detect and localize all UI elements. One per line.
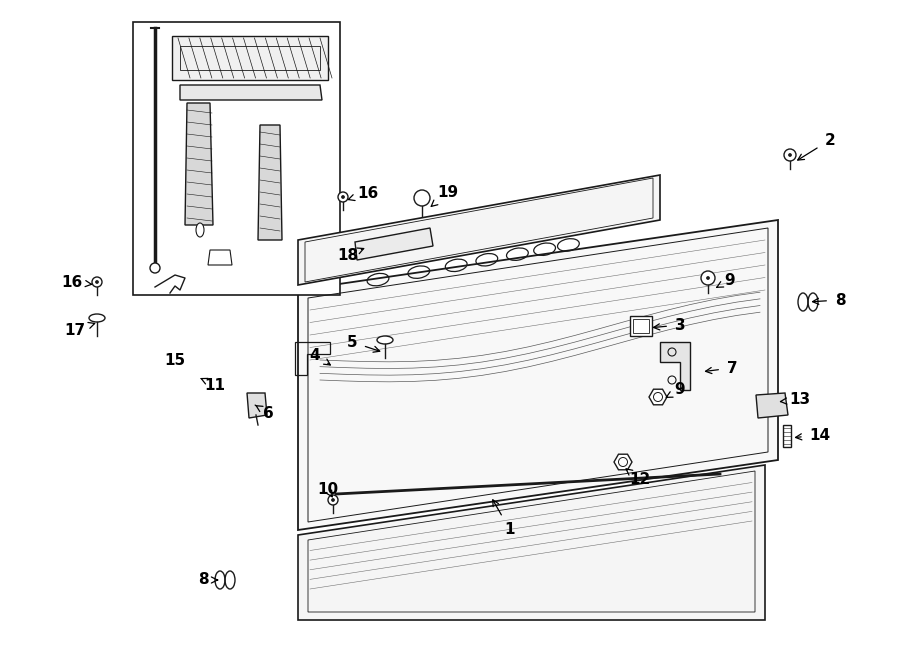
Polygon shape: [660, 342, 690, 390]
Circle shape: [331, 498, 335, 502]
Text: 10: 10: [318, 483, 338, 498]
Text: 13: 13: [780, 393, 811, 408]
Text: 7: 7: [706, 361, 737, 375]
Circle shape: [150, 263, 160, 273]
Polygon shape: [298, 175, 660, 285]
Polygon shape: [614, 454, 632, 470]
Circle shape: [417, 195, 427, 205]
Polygon shape: [355, 228, 433, 260]
Polygon shape: [247, 393, 267, 418]
Ellipse shape: [89, 314, 105, 322]
FancyBboxPatch shape: [783, 425, 791, 447]
Ellipse shape: [196, 223, 204, 237]
Circle shape: [92, 277, 102, 287]
Text: 2: 2: [797, 132, 835, 160]
Circle shape: [341, 195, 345, 199]
Bar: [133, 22, 340, 295]
Text: 8: 8: [813, 293, 845, 308]
Text: 12: 12: [626, 469, 651, 487]
Text: 4: 4: [310, 348, 330, 365]
Polygon shape: [180, 85, 322, 100]
Circle shape: [338, 192, 348, 202]
Text: 5: 5: [346, 334, 380, 352]
Polygon shape: [172, 36, 328, 80]
Text: 8: 8: [198, 573, 218, 587]
Ellipse shape: [377, 336, 393, 344]
Polygon shape: [649, 389, 667, 404]
Polygon shape: [258, 125, 282, 240]
Text: 17: 17: [65, 322, 94, 338]
Polygon shape: [756, 393, 788, 418]
Text: 15: 15: [165, 352, 185, 367]
Circle shape: [706, 277, 709, 279]
Polygon shape: [298, 220, 778, 530]
Text: 1: 1: [493, 500, 515, 538]
Text: 16: 16: [61, 275, 92, 289]
Text: 9: 9: [666, 383, 685, 397]
Circle shape: [328, 495, 338, 505]
Text: 14: 14: [796, 428, 831, 442]
Circle shape: [784, 149, 796, 161]
Text: 6: 6: [255, 405, 274, 420]
Polygon shape: [298, 465, 765, 620]
Text: 11: 11: [201, 377, 226, 393]
Text: 16: 16: [348, 185, 379, 201]
Bar: [630, 316, 652, 336]
Circle shape: [414, 190, 430, 206]
Bar: [633, 319, 649, 333]
Polygon shape: [185, 103, 213, 225]
Circle shape: [701, 271, 715, 285]
Text: 9: 9: [716, 273, 735, 287]
Text: 3: 3: [653, 318, 685, 332]
Circle shape: [788, 154, 791, 156]
Circle shape: [95, 281, 98, 283]
Text: 19: 19: [431, 185, 459, 207]
Text: 18: 18: [338, 248, 364, 263]
